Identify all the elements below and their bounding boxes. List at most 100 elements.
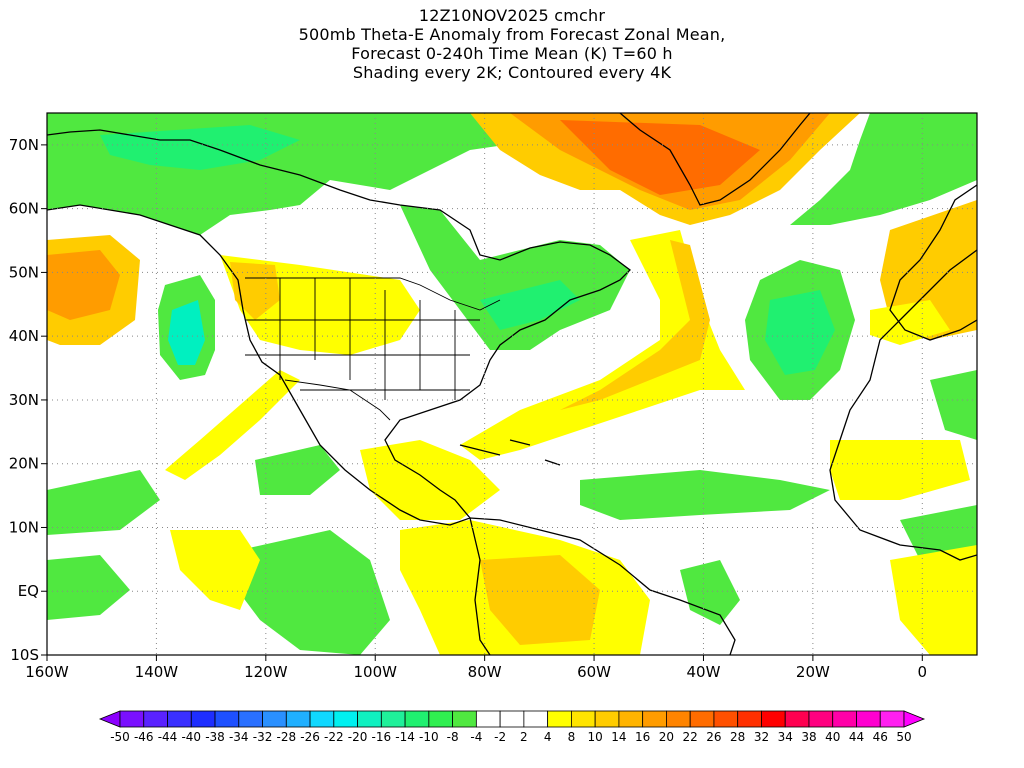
colorbar-label: -40 [181, 730, 201, 744]
colorbar-swatch [475, 710, 501, 728]
positive-anomaly-atlantic-plume-core [560, 240, 710, 410]
title-line-3: Forecast 0-240h Time Mean (K) T=60 h [351, 44, 673, 63]
colorbar-label: 4 [544, 730, 552, 744]
title-line-1: 12Z10NOV2025 cmchr [418, 6, 606, 25]
colorbar-label: -34 [229, 730, 249, 744]
colorbar-label: 34 [778, 730, 793, 744]
colorbar-swatch [761, 710, 786, 728]
lon-tick-label: 100W [354, 663, 398, 681]
colorbar-label: 20 [659, 730, 674, 744]
colorbar-swatch [784, 710, 810, 728]
coastline-europe [889, 184, 977, 341]
lon-tick-label: 140W [135, 663, 179, 681]
negative-anomaly-east-atlantic-inner [765, 290, 835, 375]
colorbar-label: -46 [134, 730, 154, 744]
positive-anomaly-north-pacific-core [47, 250, 120, 320]
lat-tick-label: 60N [9, 200, 39, 218]
colorbar-label: 8 [568, 730, 576, 744]
colorbar-swatches [98, 710, 926, 728]
colorbar-swatch [499, 710, 525, 728]
plot-frame [46, 112, 978, 656]
negative-anomaly-tropical-pacific-west [47, 470, 160, 535]
negative-anomaly-canada-east-inner [480, 280, 580, 330]
negative-anomaly-west-africa [930, 370, 977, 440]
map-titles: 12Z10NOV2025 cmchr 500mb Theta-E Anomaly… [0, 6, 1024, 82]
colorbar-swatch [119, 710, 145, 728]
us-state-lines [245, 278, 480, 400]
title-line-2: 500mb Theta-E Anomaly from Forecast Zona… [298, 25, 726, 44]
lon-tick-label: 60W [577, 663, 611, 681]
colorbar-labels: -50 -46 -44 -40 -38 -34 -32 -28 -26 -22 -20 -16 -14-… [110, 730, 911, 744]
political-borders [245, 277, 501, 421]
lat-tick-label: 50N [9, 263, 39, 281]
colorbar-label: 40 [825, 730, 840, 744]
coastline-south-america [469, 517, 736, 655]
negative-anomaly-southwest-pacific [47, 555, 130, 620]
coastline-north-america [47, 129, 631, 526]
colorbar-label: 22 [683, 730, 698, 744]
positive-anomaly-pacific-streak [165, 370, 300, 480]
colorbar-label: -20 [348, 730, 368, 744]
colorbar-swatch [380, 710, 406, 728]
colorbar-label: -26 [300, 730, 320, 744]
colorbar-label: 32 [754, 730, 769, 744]
negative-anomaly-northeast-atlantic [790, 113, 977, 225]
lon-tick-label: 0 [918, 663, 928, 681]
colorbar-swatch [879, 710, 905, 728]
lat-tick-label: 20N [9, 455, 39, 473]
colorbar-label: 26 [706, 730, 721, 744]
colorbar-label: -44 [158, 730, 178, 744]
longitude-axis: 160W 140W 120W 100W 80W 60W 40W 20W 0 [25, 655, 927, 681]
colorbar-label: 14 [611, 730, 626, 744]
positive-anomaly-iberia [870, 300, 950, 345]
colorbar-swatch [642, 710, 667, 728]
lon-tick-label: 120W [244, 663, 288, 681]
lon-tick-label: 40W [687, 663, 721, 681]
colorbar-swatch [167, 710, 192, 728]
colorbar-label: 2 [520, 730, 528, 744]
colorbar-label: 44 [849, 730, 864, 744]
positive-anomaly-atlantic-plume [460, 230, 745, 460]
negative-anomaly-gulf-of-guinea [900, 505, 977, 560]
positive-anomaly-south-atlantic [890, 545, 977, 655]
lon-tick-label: 160W [25, 663, 69, 681]
coastline-greenland [619, 113, 811, 206]
anomaly-shading [47, 113, 977, 655]
negative-anomaly-subtropical-pacific [255, 445, 340, 495]
colorbar-label: -22 [324, 730, 344, 744]
colorbar-swatch [618, 710, 644, 728]
colorbar-swatch [452, 710, 477, 728]
colorbar-swatch [143, 710, 168, 728]
colorbar-swatch [404, 710, 430, 728]
colorbar-swatch [262, 710, 287, 728]
coastline-africa [829, 249, 977, 561]
colorbar-label: -16 [372, 730, 392, 744]
colorbar-swatch [238, 710, 263, 728]
colorbar-swatch [737, 710, 762, 728]
lat-tick-label: EQ [18, 582, 39, 600]
colorbar-label: 16 [635, 730, 650, 744]
colorbar-label: 46 [873, 730, 888, 744]
lat-tick-label: 10N [9, 518, 39, 536]
colorbar-swatch [333, 710, 358, 728]
colorbar-swatch [428, 710, 454, 728]
colorbar-label: -28 [276, 730, 296, 744]
colorbar-label: 10 [588, 730, 603, 744]
map-figure: 160W 140W 120W 100W 80W 60W 40W 20W 0 70N 60N 50N 4… [9, 112, 978, 681]
coastlines [47, 113, 977, 655]
colorbar-swatch [357, 710, 382, 728]
grid-lines [46, 113, 977, 656]
colorbar-swatch [547, 710, 572, 728]
colorbar-label: 28 [730, 730, 745, 744]
colorbar-swatch [832, 710, 857, 728]
title-line-4: Shading every 2K; Contoured every 4K [352, 63, 672, 82]
colorbar-swatch [190, 710, 216, 728]
colorbar-swatch [689, 710, 715, 728]
colorbar-swatch [285, 710, 311, 728]
colorbar-left-arrow [98, 710, 121, 728]
colorbar-label: -10 [419, 730, 439, 744]
colorbar-label: -4 [470, 730, 482, 744]
colorbar-swatch [570, 710, 596, 728]
colorbar-right-arrow [903, 710, 926, 728]
colorbar-swatch [309, 710, 335, 728]
